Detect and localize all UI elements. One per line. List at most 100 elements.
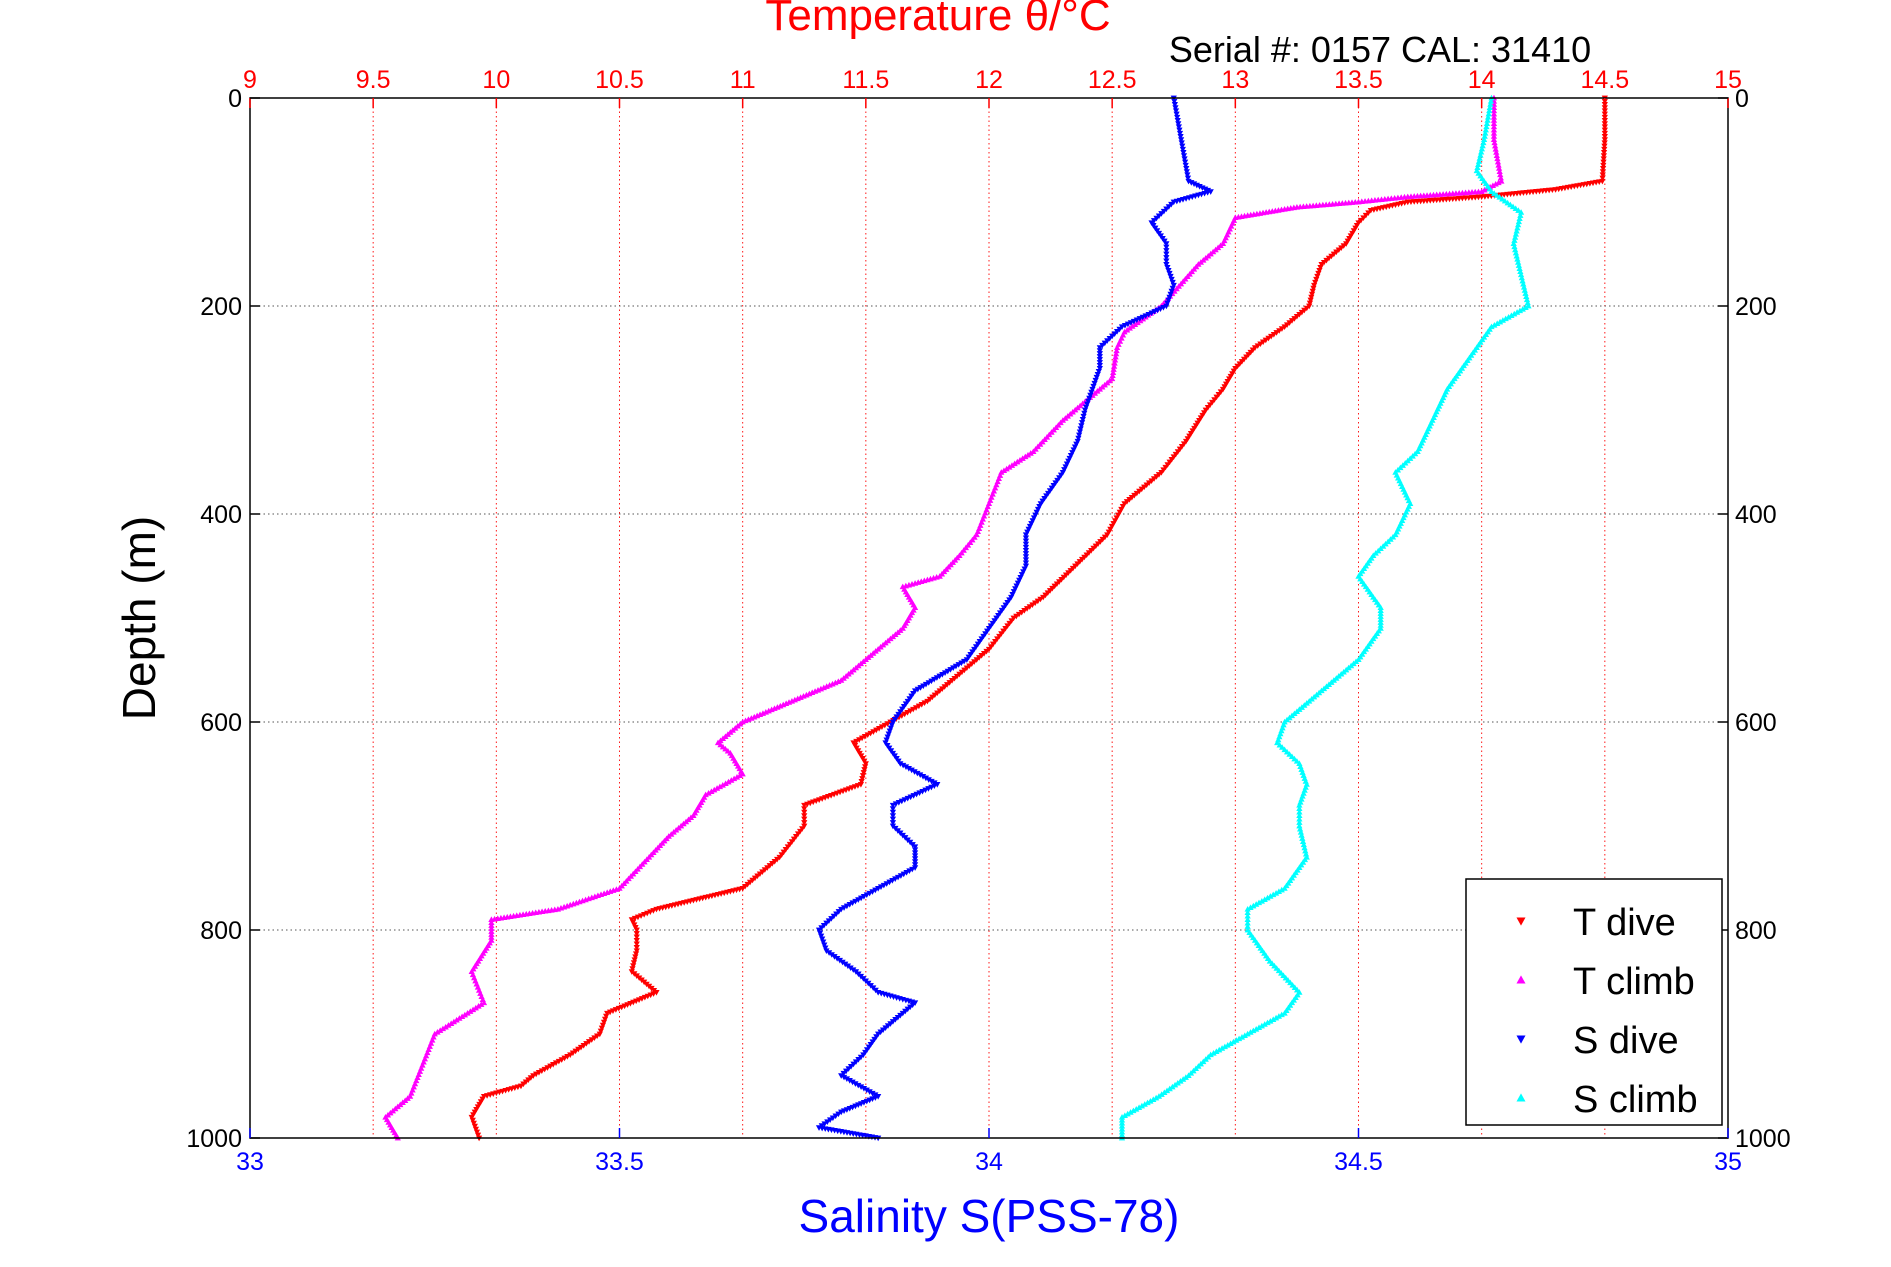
data-point xyxy=(630,960,638,966)
data-point xyxy=(1210,1049,1217,1056)
data-point xyxy=(1032,512,1039,519)
data-point xyxy=(1287,979,1294,986)
data-point xyxy=(899,625,906,631)
data-point xyxy=(1081,407,1089,414)
data-point xyxy=(573,899,580,906)
data-point xyxy=(1009,591,1016,598)
data-point xyxy=(1600,153,1607,159)
data-point xyxy=(1279,744,1286,750)
data-point xyxy=(630,963,637,969)
bottom-tick-label: 34.5 xyxy=(1334,1148,1383,1176)
data-point xyxy=(1071,444,1079,451)
data-point xyxy=(1065,458,1072,465)
data-point xyxy=(801,820,808,826)
data-point xyxy=(1286,751,1293,757)
data-point xyxy=(1600,166,1607,172)
data-point xyxy=(473,1129,481,1136)
data-point xyxy=(1501,197,1509,204)
data-point xyxy=(1020,569,1027,575)
data-point xyxy=(1161,1089,1168,1095)
data-point xyxy=(1278,1011,1285,1018)
data-point xyxy=(1519,305,1526,312)
data-point xyxy=(1134,319,1141,326)
data-point xyxy=(1504,199,1511,206)
data-point xyxy=(1307,297,1314,304)
data-point xyxy=(1174,118,1181,124)
left-tick-label: 400 xyxy=(200,501,242,529)
data-point xyxy=(1200,1058,1207,1065)
data-point xyxy=(404,1095,411,1101)
data-point xyxy=(1115,512,1122,519)
data-point xyxy=(631,957,638,963)
data-point xyxy=(1124,326,1131,333)
data-point xyxy=(1099,383,1106,390)
data-point xyxy=(469,1006,477,1013)
data-point xyxy=(1073,441,1080,448)
data-point xyxy=(1276,741,1283,748)
data-point xyxy=(1205,1053,1212,1060)
data-point xyxy=(1601,146,1608,153)
data-point xyxy=(1106,377,1113,384)
data-point xyxy=(618,882,625,889)
data-point xyxy=(1022,551,1030,557)
data-point xyxy=(1179,146,1186,153)
left-tick-label: 800 xyxy=(200,917,242,945)
series-s-climb xyxy=(1118,94,1532,1141)
series-s-dive xyxy=(815,95,1214,1142)
data-point xyxy=(448,1020,455,1026)
data-point xyxy=(711,786,718,793)
data-point xyxy=(613,886,620,892)
data-point xyxy=(668,831,675,837)
data-point xyxy=(1253,1025,1260,1032)
data-point xyxy=(719,781,726,788)
data-point xyxy=(1258,1022,1265,1029)
data-point xyxy=(1267,1017,1274,1024)
data-point xyxy=(402,1097,409,1103)
data-point xyxy=(820,939,827,946)
data-point xyxy=(633,938,640,944)
data-point xyxy=(1601,140,1608,147)
data-point xyxy=(1183,169,1190,175)
data-point xyxy=(1124,1110,1131,1117)
data-point xyxy=(1317,264,1324,271)
top-tick-label: 10.5 xyxy=(595,66,644,94)
data-point xyxy=(1061,467,1068,473)
data-point xyxy=(1377,545,1384,552)
data-point xyxy=(1352,658,1360,665)
data-point xyxy=(1182,159,1189,166)
data-point xyxy=(1179,143,1186,150)
top-tick-label: 15 xyxy=(1714,66,1742,94)
data-point xyxy=(1601,143,1608,150)
data-point xyxy=(1163,262,1170,268)
data-point xyxy=(1176,130,1184,137)
data-point xyxy=(597,891,605,898)
data-point xyxy=(1238,1033,1246,1040)
data-point xyxy=(1308,695,1315,702)
top-tick-label: 11.5 xyxy=(842,66,889,94)
data-point xyxy=(474,1132,482,1139)
data-point xyxy=(439,1025,447,1032)
data-point xyxy=(1261,896,1268,902)
data-point xyxy=(1230,1038,1237,1045)
data-point xyxy=(1311,282,1318,289)
data-point xyxy=(616,885,623,891)
data-point xyxy=(1202,254,1209,261)
data-point xyxy=(1253,901,1260,907)
data-point xyxy=(1163,244,1170,251)
data-point xyxy=(1513,309,1521,315)
data-point xyxy=(1085,398,1092,405)
data-point xyxy=(1165,267,1172,274)
data-point xyxy=(675,824,682,831)
data-point xyxy=(1130,1107,1137,1114)
bottom-tick-label: 35 xyxy=(1714,1148,1742,1176)
data-point xyxy=(445,1022,452,1028)
data-point xyxy=(1525,302,1532,309)
data-point xyxy=(882,639,889,646)
data-point xyxy=(801,806,808,812)
data-point xyxy=(1171,1081,1179,1088)
data-point xyxy=(1264,894,1271,901)
data-point xyxy=(1046,431,1053,438)
data-point xyxy=(1308,291,1316,298)
data-point xyxy=(636,863,644,870)
data-point xyxy=(1168,276,1175,283)
